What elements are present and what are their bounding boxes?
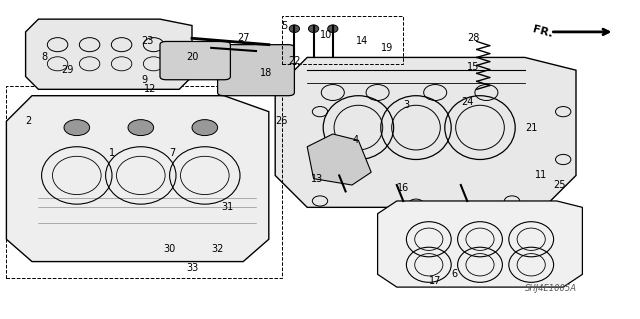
Ellipse shape [64,120,90,136]
Text: 13: 13 [310,174,323,184]
Text: 10: 10 [320,30,333,40]
Text: 32: 32 [211,244,224,254]
Bar [282,16,403,64]
Bar [6,86,282,278]
Text: 1: 1 [109,148,115,158]
Text: 14: 14 [355,36,368,47]
Text: 11: 11 [534,170,547,181]
Text: 19: 19 [381,43,394,53]
Ellipse shape [308,25,319,33]
Text: 5: 5 [282,20,288,31]
Text: 8: 8 [42,52,48,63]
Polygon shape [307,134,371,185]
FancyBboxPatch shape [160,41,230,80]
Text: 3: 3 [403,100,410,110]
Ellipse shape [289,25,300,33]
Text: 21: 21 [525,122,538,133]
Text: 33: 33 [186,263,198,273]
Text: 26: 26 [275,116,288,126]
Polygon shape [26,19,192,89]
Text: 25: 25 [554,180,566,190]
Polygon shape [378,201,582,287]
Text: 18: 18 [259,68,272,78]
Text: 12: 12 [144,84,157,94]
Text: 4: 4 [352,135,358,145]
Text: 29: 29 [61,65,74,75]
Text: SHJ4E1005A: SHJ4E1005A [525,285,577,293]
Text: 6: 6 [451,269,458,279]
Text: 28: 28 [467,33,480,43]
Text: 16: 16 [397,183,410,193]
Polygon shape [6,96,269,262]
Text: 22: 22 [288,56,301,66]
Ellipse shape [128,120,154,136]
FancyBboxPatch shape [218,45,294,96]
Text: 9: 9 [141,75,147,85]
Text: 23: 23 [141,36,154,47]
Text: 7: 7 [170,148,176,158]
Text: 31: 31 [221,202,234,212]
Text: 27: 27 [237,33,250,43]
Ellipse shape [328,25,338,33]
Text: 30: 30 [163,244,176,254]
Text: 20: 20 [186,52,198,63]
Text: 2: 2 [26,116,32,126]
Text: 17: 17 [429,276,442,286]
Ellipse shape [192,120,218,136]
Text: FR.: FR. [531,25,554,39]
Polygon shape [275,57,576,207]
Text: 24: 24 [461,97,474,107]
Text: 15: 15 [467,62,480,72]
